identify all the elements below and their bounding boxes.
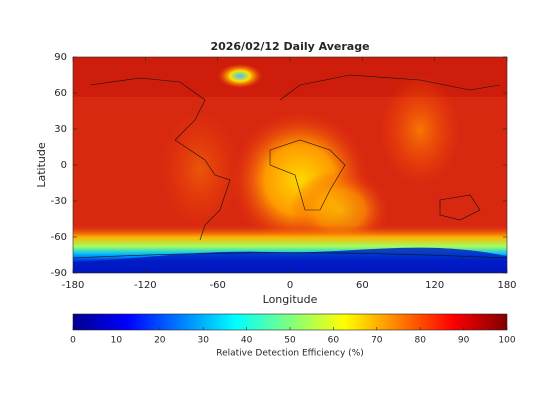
detection-field <box>72 57 508 273</box>
x-tick-label: 120 <box>425 280 444 291</box>
colorbar-tick-label: 0 <box>70 336 76 346</box>
colorbar-tick-label: 10 <box>111 336 123 346</box>
colorbar-frame <box>72 313 508 331</box>
x-tick-label: -120 <box>134 280 157 291</box>
y-tick-label: -30 <box>51 196 67 207</box>
colorbar-tick-label: 60 <box>328 336 340 346</box>
y-tick-label: 90 <box>54 52 67 63</box>
y-tick-label: 30 <box>54 124 67 135</box>
colorbar: 0 10 20 30 40 50 60 70 80 90 100 <box>70 314 516 346</box>
chart-title: 2026/02/12 Daily Average <box>210 40 369 53</box>
x-tick-label: -180 <box>62 280 85 291</box>
y-tick-label: -60 <box>51 232 67 243</box>
colorbar-tick-label: 20 <box>154 336 166 346</box>
y-tick-label: 0 <box>61 160 67 171</box>
y-tick-label: -90 <box>51 268 67 279</box>
colorbar-tick-label: 40 <box>241 336 253 346</box>
y-axis-label: Latitude <box>35 142 48 188</box>
colorbar-scale <box>73 314 507 330</box>
colorbar-tick-label: 90 <box>458 336 470 346</box>
x-tick-label: 0 <box>287 280 293 291</box>
x-tick-label: -60 <box>209 280 225 291</box>
colorbar-label: Relative Detection Efficiency (%) <box>216 349 364 359</box>
colorbar-tick-label: 70 <box>371 336 383 346</box>
colorbar-tick-label: 80 <box>414 336 426 346</box>
x-axis-label: Longitude <box>263 293 318 306</box>
x-tick-label: 60 <box>356 280 369 291</box>
colorbar-tick-label: 50 <box>284 336 296 346</box>
colorbar-tick-label: 100 <box>498 336 515 346</box>
x-tick-label: 180 <box>497 280 516 291</box>
colorbar-tick-label: 30 <box>197 336 209 346</box>
y-tick-label: 60 <box>54 88 67 99</box>
